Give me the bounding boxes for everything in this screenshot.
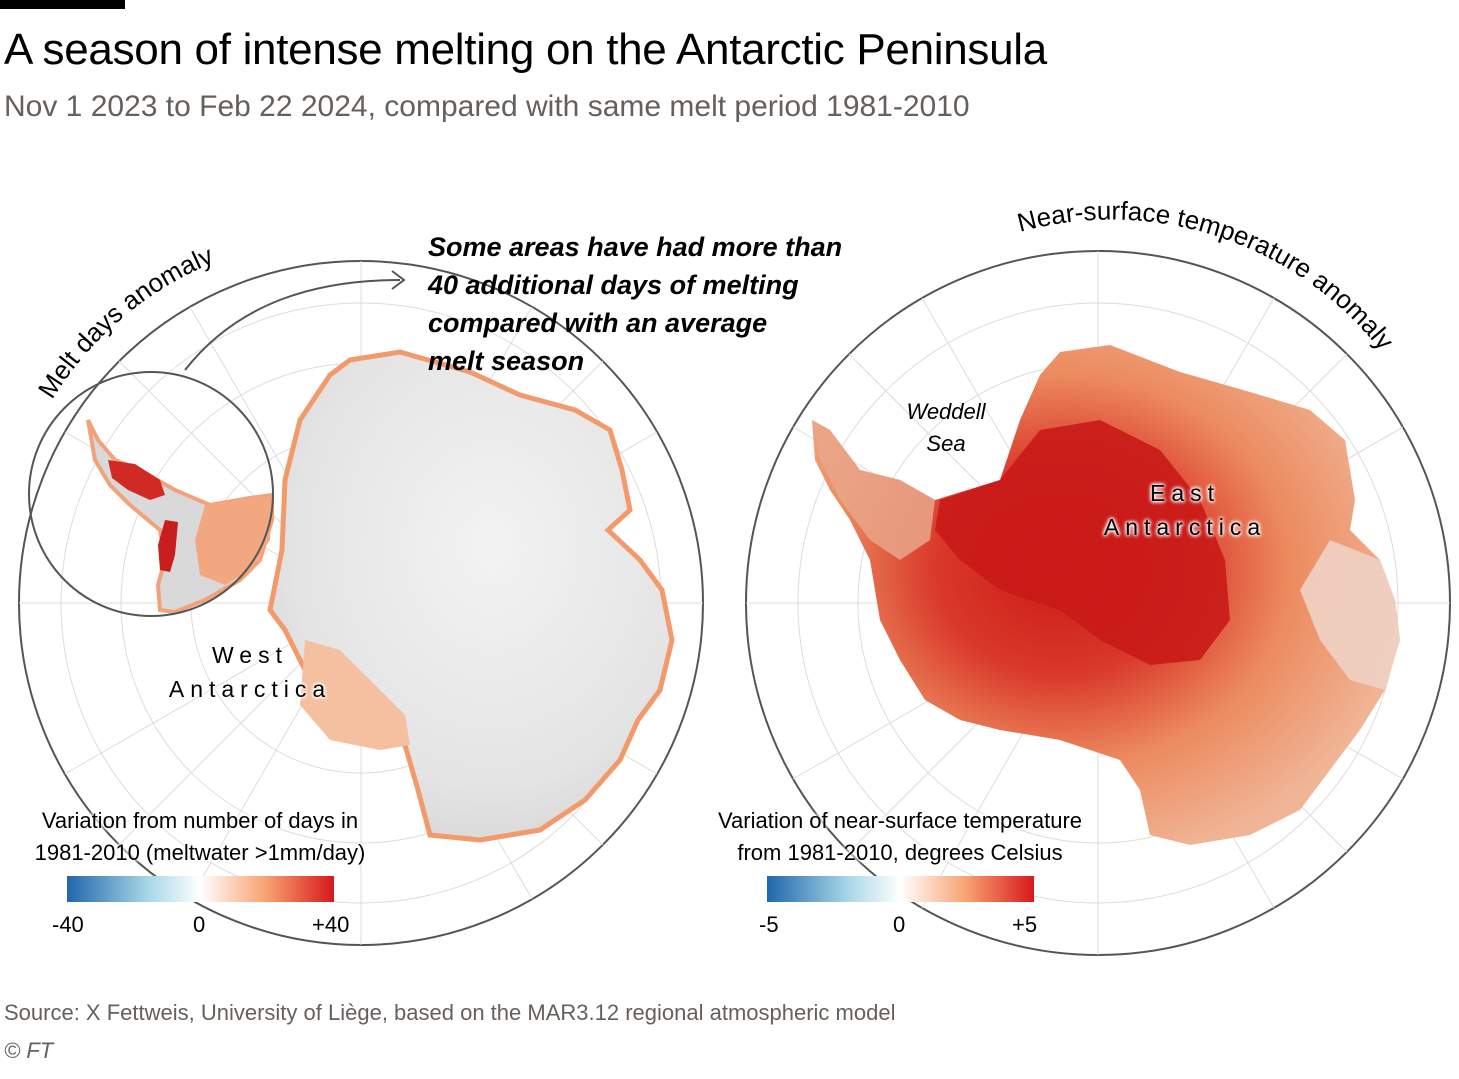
left-legend-tick-zero: 0 xyxy=(193,912,206,937)
left-legend-ramp xyxy=(67,876,334,902)
right-map: Near-surface temperature anomaly xyxy=(745,196,1451,956)
right-legend-ramp xyxy=(767,876,1034,902)
weddell-sea-line-1: Weddell xyxy=(906,399,986,424)
west-antarctica-line-1: West xyxy=(212,642,288,668)
annotation-arrowhead xyxy=(391,270,406,290)
weddell-sea-label: Weddell Sea xyxy=(886,396,1006,460)
left-legend-tick-max: +40 xyxy=(312,912,350,937)
annotation-line: 40 additional days of melting xyxy=(428,270,799,300)
annotation-arrow xyxy=(184,279,401,371)
east-antarctica-label: East Antarctica xyxy=(1090,476,1280,544)
right-peninsula-shade xyxy=(812,420,935,560)
right-legend-title-line-1: Variation of near-surface temperature xyxy=(718,808,1082,833)
left-legend-title-line-1: Variation from number of days in xyxy=(41,808,359,833)
east-antarctica-line-2: Antarctica xyxy=(1103,514,1267,540)
left-ross-shelf xyxy=(300,640,410,750)
right-legend-tick-min: -5 xyxy=(759,912,779,937)
left-peninsula-hotspot xyxy=(108,460,165,500)
left-legend-tick-min: -40 xyxy=(52,912,84,937)
left-map: Melt days anomaly xyxy=(18,240,704,946)
west-antarctica-label: West Antarctica xyxy=(160,638,340,706)
right-coast-pale xyxy=(1300,540,1400,690)
peninsula-annotation: Some areas have had more than 40 additio… xyxy=(428,228,842,380)
annotation-line: Some areas have had more than xyxy=(428,232,843,262)
left-peninsula-hotspot-2 xyxy=(158,520,178,572)
top-accent-bar xyxy=(0,0,125,9)
ft-credit: © FT xyxy=(4,1038,54,1063)
left-legend-title-line-2: 1981-2010 (meltwater >1mm/day) xyxy=(34,840,366,865)
right-legend-tick-max: +5 xyxy=(1012,912,1038,937)
annotation-line: melt season xyxy=(428,346,585,376)
page-title: A season of intense melting on the Antar… xyxy=(4,25,1047,74)
west-antarctica-line-2: Antarctica xyxy=(168,676,332,702)
left-legend-title: Variation from number of days in 1981-20… xyxy=(0,805,400,869)
annotation-line: compared with an average xyxy=(428,308,768,338)
weddell-sea-line-2: Sea xyxy=(926,431,966,456)
right-legend-title-line-2: from 1981-2010, degrees Celsius xyxy=(737,840,1063,865)
right-legend-title: Variation of near-surface temperature fr… xyxy=(680,805,1120,869)
right-legend-tick-zero: 0 xyxy=(893,912,906,937)
right-hot-core xyxy=(935,420,1230,665)
page-subtitle: Nov 1 2023 to Feb 22 2024, compared with… xyxy=(4,90,970,123)
peninsula-callout-circle xyxy=(28,371,274,617)
east-antarctica-line-1: East xyxy=(1149,480,1221,506)
source-note: Source: X Fettweis, University of Liège,… xyxy=(4,1000,896,1025)
